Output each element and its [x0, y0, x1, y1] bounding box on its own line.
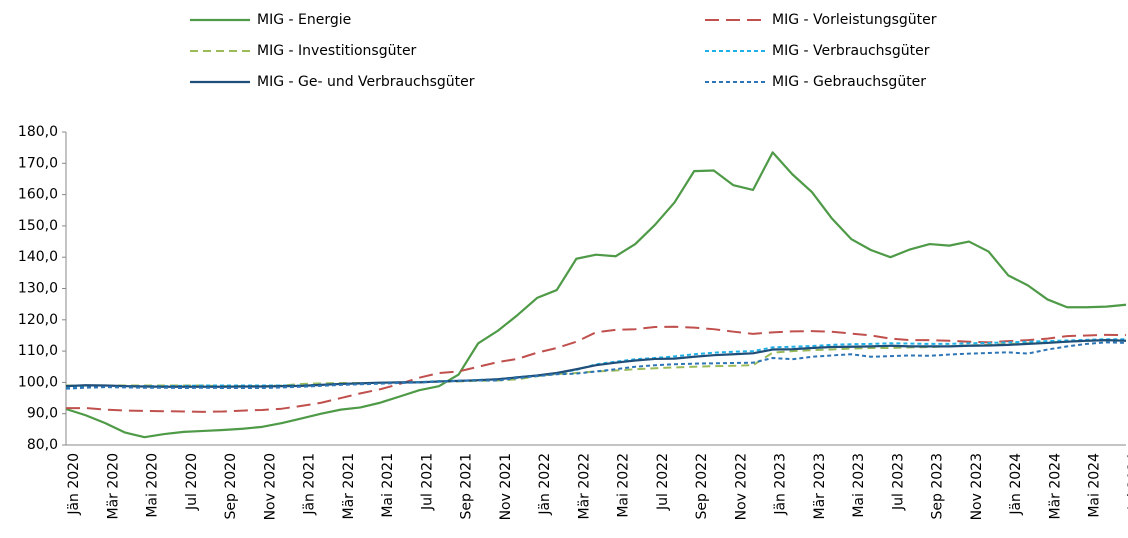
x-tick-label: Jul 2024 — [1126, 453, 1128, 511]
x-tick-label: Nov 2021 — [498, 453, 514, 520]
x-tick-label: Jän 2022 — [537, 453, 553, 516]
x-tick-label: Jän 2024 — [1008, 453, 1024, 516]
x-tick-label: Mär 2023 — [812, 453, 828, 520]
x-tick-label: Sep 2022 — [694, 453, 710, 519]
legend-label: MIG - Verbrauchsgüter — [772, 43, 930, 59]
y-tick-label: 140,0 — [18, 249, 58, 265]
y-tick-label: 110,0 — [18, 343, 58, 359]
legend-label: MIG - Ge- und Verbrauchsgüter — [257, 74, 475, 90]
x-tick-label: Nov 2022 — [733, 453, 749, 520]
y-tick-label: 170,0 — [18, 155, 58, 171]
y-tick-label: 160,0 — [18, 187, 58, 203]
y-tick-label: 180,0 — [18, 124, 58, 140]
y-tick-label: 80,0 — [27, 437, 58, 453]
y-tick-label: 130,0 — [18, 281, 58, 297]
y-tick-label: 120,0 — [18, 312, 58, 328]
legend-label: MIG - Energie — [257, 12, 351, 28]
x-tick-label: Jul 2022 — [655, 453, 671, 511]
data-line — [66, 339, 1127, 388]
y-tick-label: 90,0 — [27, 406, 58, 422]
x-tick-label: Sep 2021 — [459, 453, 475, 519]
x-tick-label: Mär 2022 — [576, 453, 592, 520]
legend-label: MIG - Vorleistungsgüter — [772, 12, 937, 28]
data-line — [65, 339, 1127, 388]
data-line — [65, 341, 1127, 390]
x-tick-label: Jän 2023 — [773, 453, 789, 516]
x-tick-label: Jän 2020 — [66, 453, 82, 516]
x-tick-label: Mai 2023 — [851, 453, 867, 518]
x-tick-label: Nov 2023 — [969, 453, 985, 520]
x-tick-label: Mai 2020 — [145, 453, 161, 518]
x-tick-label: Mär 2021 — [341, 453, 357, 520]
x-tick-label: Nov 2020 — [262, 453, 278, 520]
y-tick-label: 100,0 — [18, 374, 58, 390]
x-tick-label: Jul 2023 — [890, 453, 906, 511]
legend-label: MIG - Investitionsgüter — [257, 43, 417, 59]
data-line — [65, 151, 1127, 439]
x-tick-label: Mai 2022 — [616, 453, 632, 518]
legend-label: MIG - Gebrauchsgüter — [772, 74, 926, 90]
data-line — [66, 325, 1127, 413]
x-tick-label: Jul 2020 — [184, 453, 200, 511]
x-tick-label: Mai 2021 — [380, 453, 396, 518]
x-tick-label: Mai 2024 — [1087, 453, 1103, 518]
x-tick-label: Jän 2021 — [302, 453, 318, 516]
x-tick-label: Mär 2024 — [1047, 453, 1063, 520]
y-tick-label: 150,0 — [18, 218, 58, 234]
x-tick-label: Mär 2020 — [105, 453, 121, 520]
x-tick-label: Sep 2023 — [930, 453, 946, 519]
x-tick-label: Sep 2020 — [223, 453, 239, 519]
x-tick-label: Jul 2021 — [419, 453, 435, 511]
